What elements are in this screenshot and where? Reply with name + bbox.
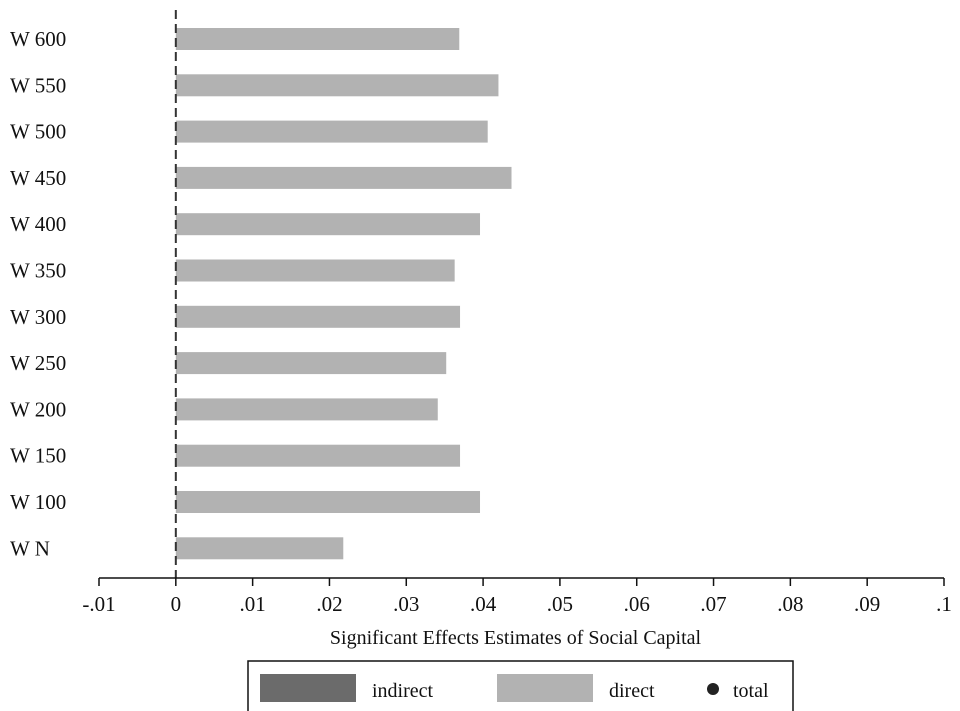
y-tick-label-w-150: W 150	[10, 444, 66, 468]
x-tick-label: .07	[700, 592, 726, 616]
y-tick-label-w-400: W 400	[10, 212, 66, 236]
legend-label-indirect: indirect	[372, 680, 434, 702]
y-tick-label-w-550: W 550	[10, 73, 66, 97]
bar-direct-w-550	[175, 74, 499, 97]
bar-direct-w-n	[175, 537, 344, 560]
y-tick-label-w-500: W 500	[10, 120, 66, 144]
x-tick-label: .02	[316, 592, 342, 616]
x-tick-label: .04	[470, 592, 497, 616]
x-tick-label: .1	[936, 592, 952, 616]
y-tick-label-w-300: W 300	[10, 305, 66, 329]
x-tick-label: 0	[171, 592, 182, 616]
bar-direct-w-350	[175, 259, 455, 282]
bar-direct-w-600	[175, 28, 460, 50]
bar-direct-w-250	[175, 352, 447, 375]
bar-direct-w-150	[175, 444, 461, 467]
y-tick-label-w-n: W N	[10, 536, 50, 560]
legend: indirect direct total	[247, 660, 794, 711]
legend-swatch-indirect	[260, 674, 356, 702]
bar-direct-w-100	[175, 491, 481, 513]
x-tick-label: .05	[547, 592, 573, 616]
y-tick-labels: W 600 W 550 W 500 W 450 W 400 W 350 W 300 W 250…	[10, 27, 66, 560]
x-tick-label: -.01	[82, 592, 115, 616]
legend-marker-total	[707, 683, 719, 695]
legend-swatch-direct	[497, 674, 593, 702]
bars-group	[175, 28, 512, 560]
x-axis-title: Significant Effects Estimates of Social …	[330, 627, 702, 649]
x-tick-label: .01	[240, 592, 266, 616]
x-tick-label: .03	[393, 592, 419, 616]
y-tick-label-w-600: W 600	[10, 27, 66, 51]
y-tick-label-w-100: W 100	[10, 490, 66, 514]
bar-direct-w-300	[175, 305, 461, 328]
bar-direct-w-450	[175, 166, 512, 189]
bar-direct-w-400	[175, 213, 481, 236]
x-tick-label: .09	[854, 592, 880, 616]
y-tick-label-w-450: W 450	[10, 166, 66, 190]
x-ticks: -.01 0 .01 .02 .03 .04 .05 .06 .07 .08 .09 .1	[82, 578, 952, 616]
legend-label-total: total	[733, 680, 769, 702]
legend-frame	[247, 660, 794, 711]
x-tick-label: .06	[624, 592, 650, 616]
y-tick-label-w-350: W 350	[10, 259, 66, 283]
bar-direct-w-200	[175, 398, 438, 421]
y-tick-label-w-250: W 250	[10, 351, 66, 375]
y-tick-label-w-200: W 200	[10, 397, 66, 421]
x-tick-label: .08	[777, 592, 803, 616]
legend-label-direct: direct	[609, 680, 655, 702]
bar-direct-w-500	[175, 120, 488, 143]
